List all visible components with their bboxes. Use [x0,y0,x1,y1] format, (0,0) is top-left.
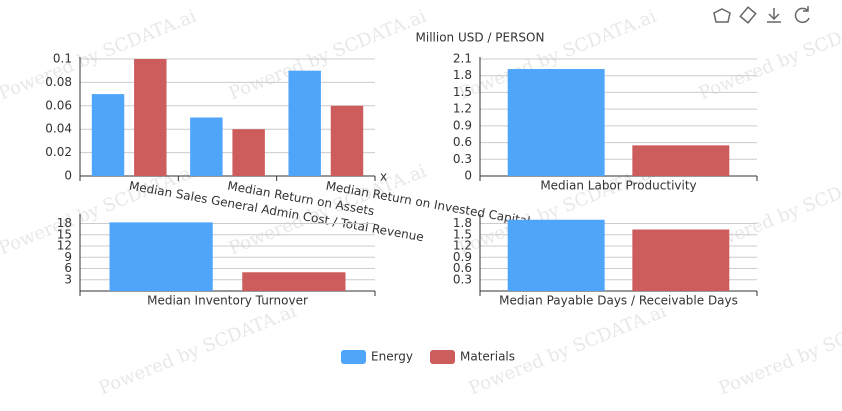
bar [190,117,223,176]
watermark: Powered by SCDATA.ai [716,301,842,400]
y-tick-label: 15 [57,227,72,241]
x-axis-title: x [380,170,387,184]
watermark: Powered by SCDATA.ai [0,6,200,105]
bar [632,229,730,291]
bar [134,59,167,176]
watermark: Powered by SCDATA.ai [226,6,430,105]
x-tick-label: Median Payable Days / Receivable Days [499,294,738,308]
y-tick-label: 0.3 [453,152,472,166]
watermark: Powered by SCDATA.ai [696,6,842,105]
bar [232,129,265,176]
y-axis-title: Million USD / PERSON [416,31,545,45]
x-tick-label: Median Labor Productivity [540,179,696,193]
y-tick-label: 6 [64,261,72,275]
legend-label: Energy [371,350,413,364]
y-tick-label: 3 [64,272,72,286]
y-tick-label: 0.08 [45,75,72,89]
tool-icon[interactable] [739,6,757,24]
tool-icon[interactable] [794,6,810,24]
legend-swatch [430,350,456,364]
legend-label: Materials [460,350,515,364]
y-tick-label: 2.1 [453,52,472,66]
y-tick-label: 0 [64,169,72,183]
y-tick-label: 9 [64,250,72,264]
y-tick-label: 0.04 [45,122,72,136]
x-tick-label: Median Inventory Turnover [147,294,308,308]
legend-swatch [341,350,366,364]
y-tick-label: 1.5 [453,85,472,99]
tool-icon[interactable] [767,8,781,23]
bar [632,145,730,176]
bar [288,70,321,176]
y-tick-label: 1.5 [453,227,472,241]
y-tick-label: 18 [57,216,72,230]
y-tick-label: 0.6 [453,261,472,275]
y-tick-label: 1.2 [453,102,472,116]
bar [91,94,125,176]
y-tick-label: 0.02 [45,145,72,159]
bar [507,69,605,176]
y-tick-label: 0.6 [453,135,472,149]
bar [330,105,364,176]
y-tick-label: 0.9 [453,118,472,132]
y-tick-label: 12 [57,239,72,253]
y-tick-label: 1.2 [453,239,472,253]
y-tick-label: 1.8 [453,216,472,230]
toolbar [713,6,810,24]
bar [109,222,213,291]
y-tick-label: 1.8 [453,68,472,82]
y-tick-label: 0.3 [453,272,472,286]
y-tick-label: 0 [464,169,472,183]
y-tick-label: 0.1 [53,52,72,66]
tool-icon[interactable] [713,8,731,23]
y-tick-label: 0.9 [453,250,472,264]
watermark: Powered by SCDATA.ai [96,301,300,400]
bar [507,219,605,291]
y-tick-label: 0.06 [45,98,72,112]
bar [242,272,346,291]
